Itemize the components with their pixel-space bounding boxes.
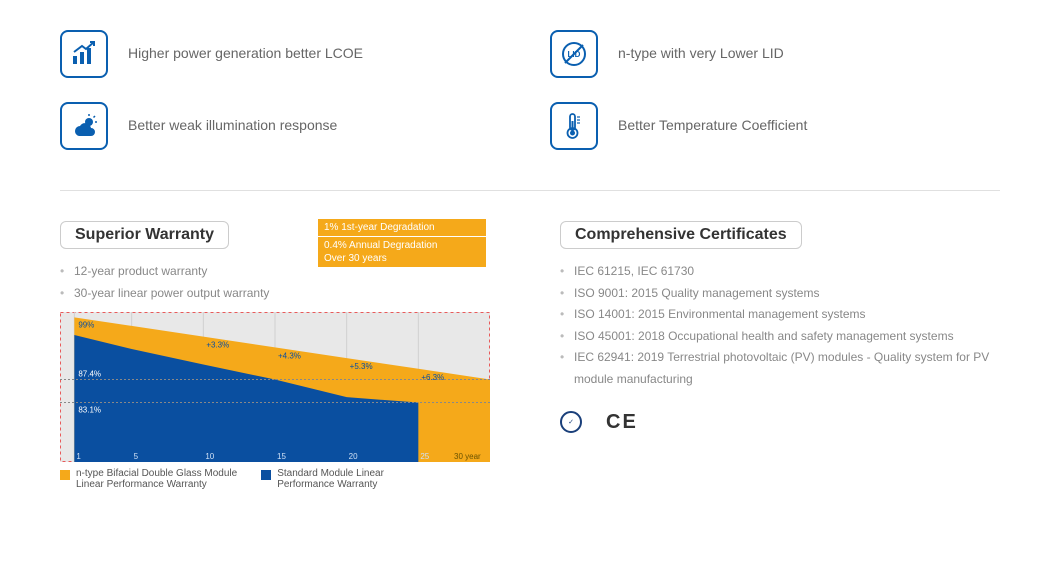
list-item: 30-year linear power output warranty <box>60 283 500 305</box>
svg-text:+6.3%: +6.3% <box>421 373 444 382</box>
certification-marks: ✓ CE <box>560 411 1000 434</box>
divider <box>60 190 1000 191</box>
legend-label: Standard Module Linear Performance Warra… <box>277 468 384 490</box>
feature-item: LID n-type with very Lower LID <box>550 30 1000 78</box>
svg-text:1: 1 <box>76 452 81 461</box>
list-item: IEC 61215, IEC 61730 <box>560 261 1000 283</box>
feature-label: Better Temperature Coefficient <box>618 116 807 136</box>
list-item: ISO 45001: 2018 Occupational health and … <box>560 326 1000 348</box>
warranty-chart: 99%87.4%83.1%+3.3%+4.3%+5.3%+6.3%1510152… <box>60 312 490 462</box>
thermometer-icon <box>550 102 598 150</box>
warranty-bullets: 12-year product warranty 30-year linear … <box>60 261 500 304</box>
feature-label: Higher power generation better LCOE <box>128 44 363 64</box>
chart-up-icon <box>60 30 108 78</box>
warranty-column: Superior Warranty 1% 1st-year Degradatio… <box>60 221 500 490</box>
list-item: 12-year product warranty <box>60 261 500 283</box>
svg-text:99%: 99% <box>78 321 94 330</box>
ce-mark-icon: CE <box>606 411 638 434</box>
svg-text:5: 5 <box>134 452 139 461</box>
tuv-mark-icon: ✓ <box>560 411 582 433</box>
chart-svg: 99%87.4%83.1%+3.3%+4.3%+5.3%+6.3%1510152… <box>60 312 490 462</box>
svg-text:30 year: 30 year <box>454 452 481 461</box>
svg-text:83.1%: 83.1% <box>78 406 101 415</box>
svg-text:87.4%: 87.4% <box>78 370 101 379</box>
legend-label: n-type Bifacial Double Glass Module Line… <box>76 468 237 490</box>
feature-grid: Higher power generation better LCOE LID … <box>60 30 1000 150</box>
svg-text:25: 25 <box>420 452 429 461</box>
svg-text:15: 15 <box>277 452 286 461</box>
certificates-bullets: IEC 61215, IEC 61730 ISO 9001: 2015 Qual… <box>560 261 1000 391</box>
svg-text:+5.3%: +5.3% <box>350 362 373 371</box>
feature-item: Higher power generation better LCOE <box>60 30 510 78</box>
cloud-sun-icon <box>60 102 108 150</box>
list-item: ISO 9001: 2015 Quality management system… <box>560 283 1000 305</box>
feature-label: Better weak illumination response <box>128 116 337 136</box>
svg-text:10: 10 <box>205 452 214 461</box>
svg-text:20: 20 <box>349 452 358 461</box>
certificates-title: Comprehensive Certificates <box>560 221 802 249</box>
list-item: IEC 62941: 2019 Terrestrial photovoltaic… <box>560 347 1000 390</box>
lid-icon: LID <box>550 30 598 78</box>
chart-legend: n-type Bifacial Double Glass Module Line… <box>60 468 500 490</box>
feature-item: Better weak illumination response <box>60 102 510 150</box>
svg-text:+3.3%: +3.3% <box>206 341 229 350</box>
legend-item: n-type Bifacial Double Glass Module Line… <box>60 468 237 490</box>
certificates-column: Comprehensive Certificates IEC 61215, IE… <box>560 221 1000 490</box>
two-column-section: Superior Warranty 1% 1st-year Degradatio… <box>60 221 1000 490</box>
warranty-title: Superior Warranty <box>60 221 229 249</box>
legend-swatch <box>261 470 271 480</box>
feature-item: Better Temperature Coefficient <box>550 102 1000 150</box>
degradation-badge-1: 1% 1st-year Degradation <box>318 219 486 236</box>
legend-item: Standard Module Linear Performance Warra… <box>261 468 384 490</box>
feature-label: n-type with very Lower LID <box>618 44 784 64</box>
legend-swatch <box>60 470 70 480</box>
list-item: ISO 14001: 2015 Environmental management… <box>560 304 1000 326</box>
svg-text:+4.3%: +4.3% <box>278 352 301 361</box>
